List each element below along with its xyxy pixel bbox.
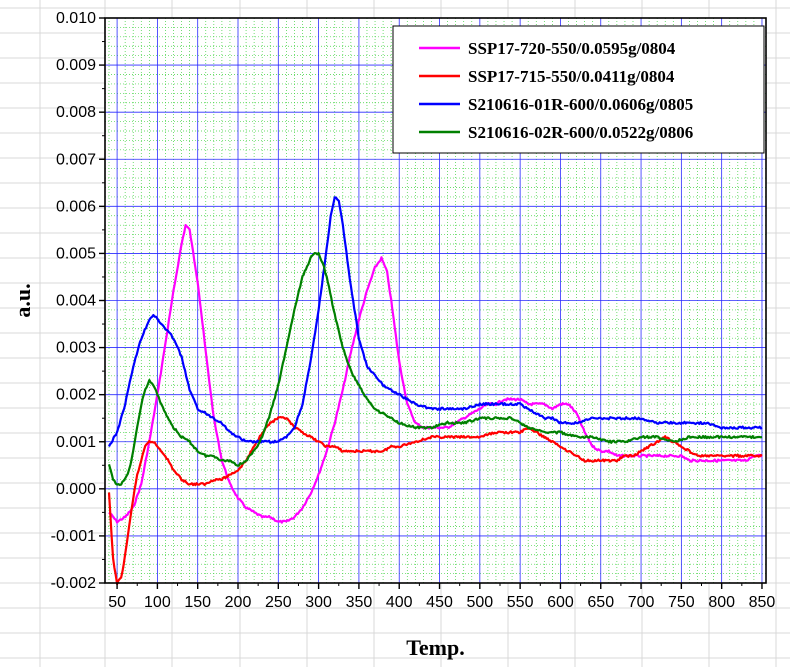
series-line xyxy=(107,251,763,487)
y-tick-labels: -0.002 -0.001 0.000 0.001 0.002 0.003 0.004 0.0… xyxy=(51,10,96,592)
x-tick-label: 400 xyxy=(386,594,413,611)
legend-label: S210616-02R-600/0.0522g/0806 xyxy=(468,123,693,142)
y-tick-label: 0.010 xyxy=(56,10,96,27)
legend-label: SSP17-715-550/0.0411g/0804 xyxy=(468,67,675,86)
y-tick-label: 0.007 xyxy=(56,151,96,168)
x-tick-label: 650 xyxy=(587,594,614,611)
y-tick-label: 0.009 xyxy=(56,57,96,74)
x-tick-label: 550 xyxy=(507,594,534,611)
y-tick-label: -0.002 xyxy=(51,575,96,592)
legend-label: SSP17-720-550/0.0595g/0804 xyxy=(468,39,676,58)
y-tick-label: 0.005 xyxy=(56,245,96,262)
y-tick-label: 0.003 xyxy=(56,340,96,357)
y-axis-title: a.u. xyxy=(10,283,35,317)
y-tick-label: 0.002 xyxy=(56,387,96,404)
y-tick-label: -0.001 xyxy=(51,528,96,545)
y-tick-label: 0.006 xyxy=(56,198,96,215)
x-tick-label: 200 xyxy=(225,594,252,611)
y-tick-label: 0.004 xyxy=(56,293,96,310)
series-line xyxy=(108,196,763,447)
x-tick-label: 850 xyxy=(749,594,776,611)
x-tick-label: 800 xyxy=(708,594,735,611)
y-tick-label: 0.001 xyxy=(56,434,96,451)
x-tick-labels: 50 100 150 200 250 300 350 400 450 500 550 600 650 70… xyxy=(108,594,775,611)
x-tick-label: 700 xyxy=(628,594,655,611)
x-tick-label: 750 xyxy=(668,594,695,611)
x-tick-label: 250 xyxy=(265,594,292,611)
y-tick-label: 0.000 xyxy=(56,481,96,498)
series-layer xyxy=(107,196,763,586)
series-line xyxy=(108,224,763,524)
y-tick-label: 0.008 xyxy=(56,104,96,121)
x-axis-title: Temp. xyxy=(406,635,464,660)
x-tick-label: 50 xyxy=(108,594,126,611)
axis-ticks xyxy=(99,17,763,589)
legend: SSP17-720-550/0.0595g/0804 SSP17-715-550/… xyxy=(392,25,765,154)
x-tick-label: 100 xyxy=(144,594,171,611)
x-tick-label: 150 xyxy=(184,594,211,611)
x-tick-label: 300 xyxy=(305,594,332,611)
series-line xyxy=(107,416,763,586)
x-tick-label: 350 xyxy=(346,594,373,611)
x-tick-label: 500 xyxy=(466,594,493,611)
legend-label: S210616-01R-600/0.0606g/0805 xyxy=(468,95,693,114)
x-tick-label: 600 xyxy=(547,594,574,611)
x-tick-label: 450 xyxy=(426,594,453,611)
